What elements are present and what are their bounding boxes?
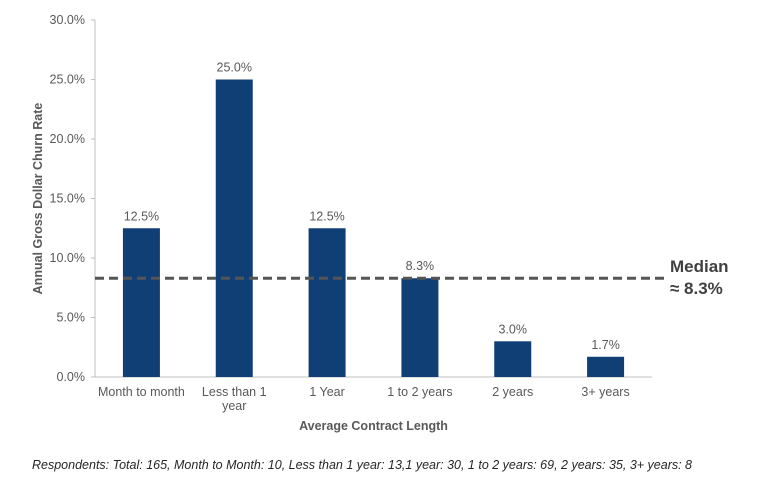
- x-tick-label: 1 Year: [309, 385, 344, 399]
- respondents-footnote: Respondents: Total: 165, Month to Month:…: [32, 458, 693, 472]
- y-tick-label: 25.0%: [50, 73, 85, 87]
- y-tick-label: 15.0%: [50, 192, 85, 206]
- bar: [215, 79, 253, 377]
- y-tick-label: 0.0%: [57, 370, 86, 384]
- y-axis-ticks: 0.0% 5.0% 10.0% 15.0% 20.0% 25.0% 30.0%: [50, 13, 95, 384]
- data-label: 12.5%: [309, 209, 344, 223]
- x-tick-label: Month to month: [98, 385, 185, 399]
- y-tick-label: 5.0%: [57, 311, 86, 325]
- median-reference: Median ≈ 8.3%: [95, 257, 729, 298]
- median-label: Median: [670, 257, 729, 276]
- data-labels: 12.5% 25.0% 12.5% 8.3% 3.0% 1.7%: [124, 61, 620, 352]
- y-tick-label: 10.0%: [50, 251, 85, 265]
- x-tick-label: 1 to 2 years: [387, 385, 452, 399]
- x-tick-label: 3+ years: [581, 385, 629, 399]
- axes: [94, 20, 652, 378]
- bar: [494, 341, 532, 377]
- x-tick-label: Less than 1: [202, 385, 267, 399]
- median-value-label: ≈ 8.3%: [670, 279, 723, 298]
- data-label: 25.0%: [217, 61, 252, 75]
- bar: [401, 278, 439, 377]
- bar: [308, 228, 346, 377]
- y-axis-title: Annual Gross Dollar Churn Rate: [31, 103, 45, 295]
- bar: [587, 356, 625, 377]
- bar: [122, 228, 160, 377]
- x-tick-label: 2 years: [492, 385, 533, 399]
- bars: [122, 79, 625, 377]
- x-axis-title: Average Contract Length: [299, 419, 448, 433]
- y-tick-label: 20.0%: [50, 132, 85, 146]
- x-tick-label: year: [222, 399, 246, 413]
- data-label: 12.5%: [124, 209, 159, 223]
- y-tick-label: 30.0%: [50, 13, 85, 27]
- data-label: 3.0%: [499, 322, 528, 336]
- data-label: 8.3%: [406, 259, 435, 273]
- data-label: 1.7%: [591, 338, 620, 352]
